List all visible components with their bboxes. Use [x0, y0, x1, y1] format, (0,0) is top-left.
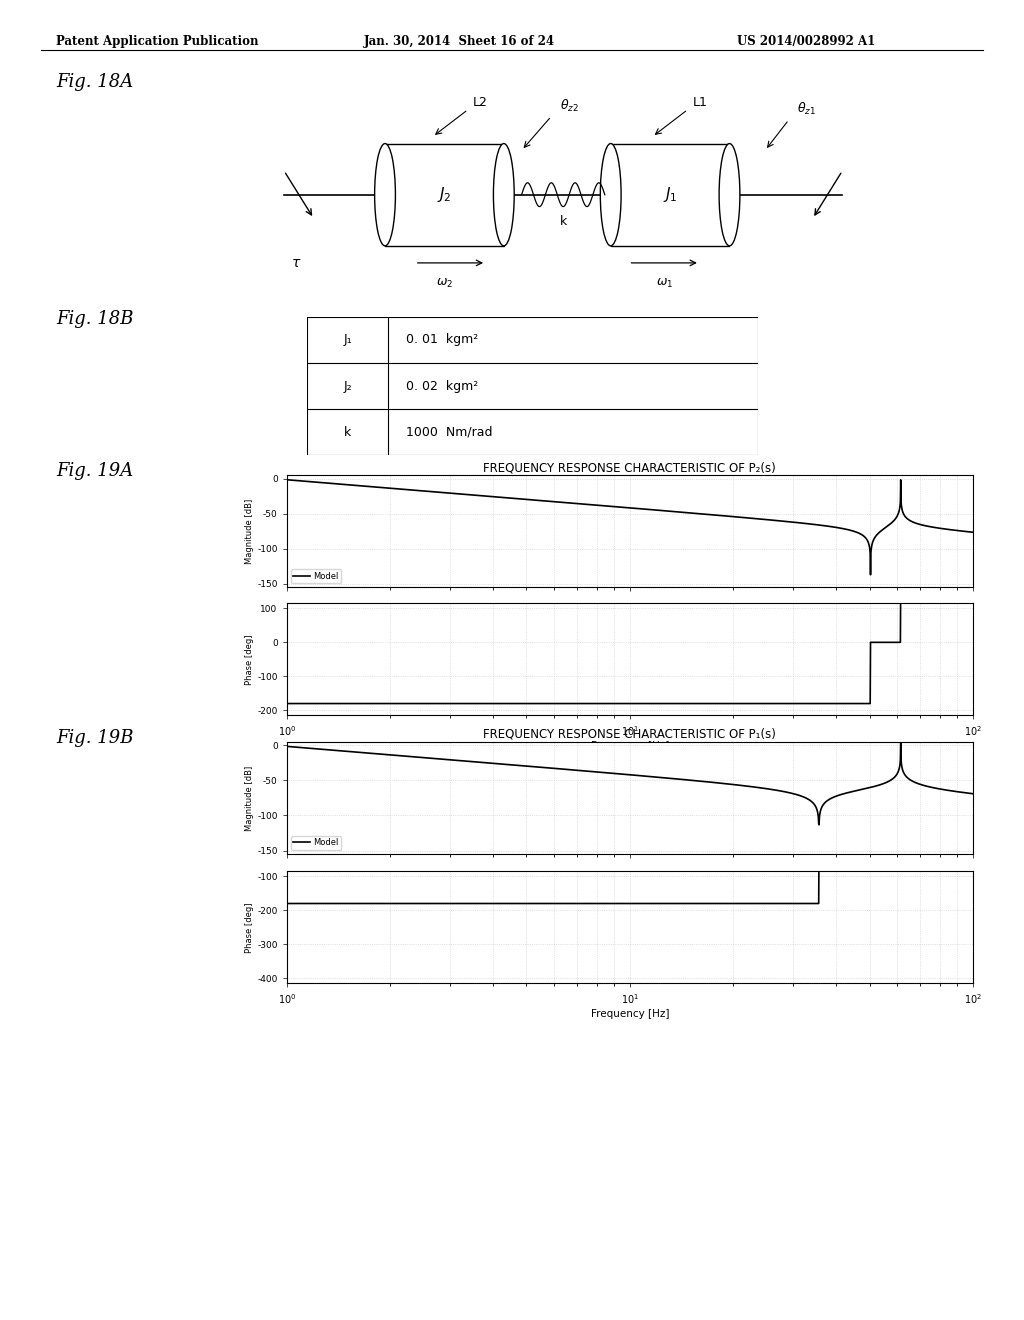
- Text: Fig. 18B: Fig. 18B: [56, 310, 134, 329]
- Text: 1000  Nm/rad: 1000 Nm/rad: [407, 426, 493, 438]
- Ellipse shape: [719, 144, 740, 246]
- Y-axis label: Magnitude [dB]: Magnitude [dB]: [246, 766, 254, 830]
- Text: L2: L2: [473, 96, 487, 110]
- Text: J₁: J₁: [343, 334, 352, 346]
- FancyBboxPatch shape: [385, 144, 504, 246]
- Ellipse shape: [375, 144, 395, 246]
- Text: Patent Application Publication: Patent Application Publication: [56, 34, 259, 48]
- Title: FREQUENCY RESPONSE CHARACTERISTIC OF P₁(s): FREQUENCY RESPONSE CHARACTERISTIC OF P₁(…: [483, 727, 776, 741]
- X-axis label: Frequency [Hz]: Frequency [Hz]: [591, 741, 669, 751]
- Text: $\omega_2$: $\omega_2$: [436, 277, 453, 290]
- Ellipse shape: [494, 144, 514, 246]
- Text: J₂: J₂: [343, 380, 352, 392]
- Text: k: k: [559, 215, 567, 228]
- Text: Fig. 18A: Fig. 18A: [56, 73, 133, 91]
- Text: $\theta_{z2}$: $\theta_{z2}$: [560, 98, 579, 114]
- Text: L1: L1: [692, 96, 708, 110]
- Text: $\theta_{z1}$: $\theta_{z1}$: [798, 102, 816, 117]
- Text: $\tau$: $\tau$: [291, 256, 301, 269]
- Y-axis label: Phase [deg]: Phase [deg]: [246, 902, 254, 953]
- Text: US 2014/0028992 A1: US 2014/0028992 A1: [737, 34, 876, 48]
- X-axis label: Frequency [Hz]: Frequency [Hz]: [591, 1008, 669, 1019]
- Y-axis label: Phase [deg]: Phase [deg]: [246, 634, 254, 685]
- Y-axis label: Magnitude [dB]: Magnitude [dB]: [246, 499, 254, 564]
- Text: k: k: [344, 426, 351, 438]
- Text: 0. 01  kgm²: 0. 01 kgm²: [407, 334, 478, 346]
- Text: $J_1$: $J_1$: [663, 185, 678, 205]
- Legend: Model: Model: [291, 569, 341, 583]
- FancyBboxPatch shape: [610, 144, 729, 246]
- Text: Fig. 19B: Fig. 19B: [56, 729, 134, 747]
- Text: Jan. 30, 2014  Sheet 16 of 24: Jan. 30, 2014 Sheet 16 of 24: [364, 34, 555, 48]
- Text: $\omega_1$: $\omega_1$: [655, 277, 673, 290]
- Ellipse shape: [600, 144, 622, 246]
- Text: 0. 02  kgm²: 0. 02 kgm²: [407, 380, 478, 392]
- Legend: Model: Model: [291, 836, 341, 850]
- Text: $J_2$: $J_2$: [437, 185, 452, 205]
- Text: Fig. 19A: Fig. 19A: [56, 462, 133, 480]
- Title: FREQUENCY RESPONSE CHARACTERISTIC OF P₂(s): FREQUENCY RESPONSE CHARACTERISTIC OF P₂(…: [483, 461, 776, 474]
